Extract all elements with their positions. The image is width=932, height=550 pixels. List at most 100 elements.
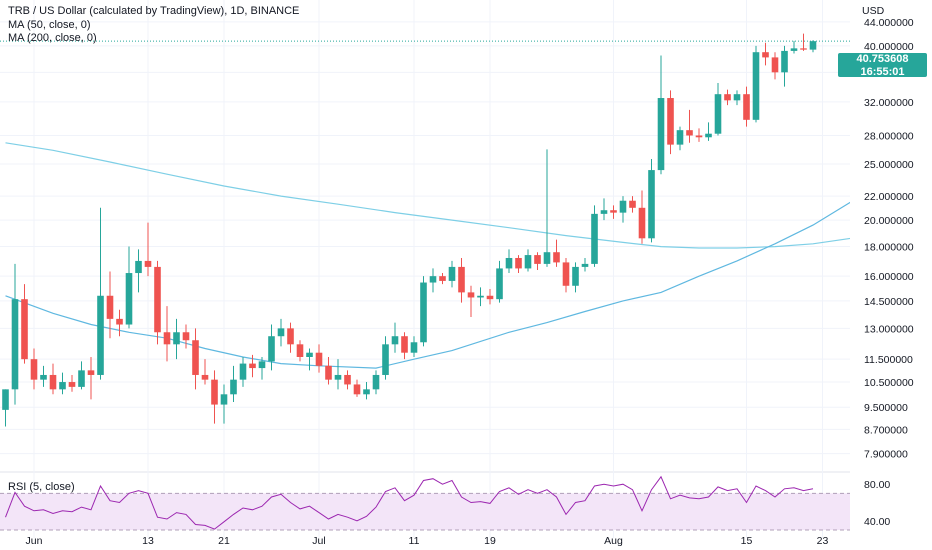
x-tick-label: 13 bbox=[142, 535, 154, 547]
candle bbox=[629, 196, 636, 213]
candle-body bbox=[287, 328, 294, 345]
candle bbox=[116, 309, 123, 337]
candle-body bbox=[363, 389, 370, 395]
candle-body bbox=[154, 266, 161, 333]
grid-lines bbox=[0, 0, 850, 538]
candle bbox=[610, 205, 617, 219]
candle bbox=[496, 260, 503, 303]
ma50-legend[interactable]: MA (50, close, 0) bbox=[8, 18, 91, 31]
candle-body bbox=[315, 352, 323, 366]
candle bbox=[192, 328, 199, 390]
candle bbox=[201, 359, 209, 385]
candle bbox=[572, 262, 579, 293]
chart-legend: TRB / US Dollar (calculated by TradingVi… bbox=[8, 5, 299, 46]
candle-body bbox=[477, 295, 484, 298]
candle-body bbox=[135, 260, 142, 274]
y-tick-label: 25.000000 bbox=[864, 159, 914, 171]
candle-body bbox=[125, 273, 133, 325]
candle-body bbox=[667, 98, 674, 145]
x-tick-label: 19 bbox=[484, 535, 496, 547]
candle bbox=[353, 379, 361, 397]
candle bbox=[106, 271, 114, 339]
candle-body bbox=[705, 133, 712, 138]
y-tick-label: 22.000000 bbox=[864, 191, 914, 203]
candle-body bbox=[638, 207, 646, 239]
candle-body bbox=[591, 213, 598, 264]
candle bbox=[790, 40, 798, 54]
currency-label: USD bbox=[862, 5, 885, 17]
candle-body bbox=[600, 210, 608, 214]
candle bbox=[676, 126, 684, 151]
candle-body bbox=[695, 135, 703, 138]
price-axis[interactable]: USD44.00000040.00000036.00000032.0000002… bbox=[850, 0, 932, 550]
candle bbox=[809, 40, 817, 53]
candle-body bbox=[353, 384, 361, 395]
ma200-legend[interactable]: MA (200, close, 0) bbox=[8, 32, 97, 44]
rsi-band bbox=[0, 493, 850, 530]
candle-body bbox=[515, 257, 522, 269]
candle bbox=[78, 361, 85, 390]
y-tick-label: 28.000000 bbox=[864, 130, 914, 142]
x-tick-label: Jun bbox=[26, 535, 43, 547]
candle-body bbox=[581, 263, 589, 267]
candle bbox=[638, 190, 646, 244]
candle bbox=[657, 55, 665, 175]
candle bbox=[125, 246, 133, 329]
candle-body bbox=[420, 282, 427, 343]
candle bbox=[382, 336, 389, 380]
candle-body bbox=[382, 344, 389, 375]
rsi-legend[interactable]: RSI (5, close) bbox=[8, 481, 75, 493]
candle bbox=[21, 284, 28, 364]
candle-body bbox=[249, 363, 256, 369]
candle-body bbox=[106, 295, 114, 319]
candle-body bbox=[505, 257, 513, 269]
candle-body bbox=[762, 52, 769, 58]
candle-body bbox=[220, 394, 228, 405]
time-axis[interactable]: Jun 13 21 Jul 11 19 Aug 15 23 bbox=[26, 535, 829, 547]
x-tick-label: 11 bbox=[409, 535, 420, 547]
candle bbox=[401, 332, 408, 360]
candle-body bbox=[410, 342, 418, 353]
candle-body bbox=[144, 260, 152, 267]
symbol-title[interactable]: TRB / US Dollar (calculated by TradingVi… bbox=[8, 5, 300, 17]
candle-body bbox=[372, 374, 380, 390]
candle-body bbox=[610, 210, 617, 213]
x-tick-label: 21 bbox=[218, 535, 230, 547]
candle bbox=[287, 322, 294, 353]
candle-body bbox=[173, 332, 180, 345]
y-tick-label: 16.000000 bbox=[864, 271, 914, 283]
ma200-path bbox=[5, 142, 852, 249]
candle bbox=[762, 42, 769, 66]
candle-body bbox=[11, 299, 19, 390]
candle-body bbox=[258, 361, 266, 369]
candle bbox=[619, 196, 627, 223]
candle-body bbox=[59, 382, 66, 390]
candle bbox=[458, 257, 465, 303]
candle-body bbox=[78, 370, 85, 387]
candle bbox=[515, 255, 522, 274]
candles bbox=[2, 33, 817, 427]
candle bbox=[68, 374, 76, 392]
candle-body bbox=[752, 52, 760, 120]
candle bbox=[277, 318, 285, 347]
candle-body bbox=[771, 57, 779, 73]
candle-body bbox=[116, 318, 123, 325]
candle-body bbox=[277, 328, 285, 337]
candle-body bbox=[401, 336, 408, 353]
candle-body bbox=[344, 374, 351, 385]
x-tick-label: Jul bbox=[312, 535, 325, 547]
candle bbox=[154, 260, 161, 345]
candle bbox=[505, 249, 513, 274]
candle-body bbox=[182, 332, 190, 341]
candle bbox=[581, 257, 589, 272]
y-tick-label: 20.000000 bbox=[864, 215, 914, 227]
candle-body bbox=[40, 374, 47, 380]
bar-countdown: 16:55:01 bbox=[860, 65, 905, 78]
candle bbox=[2, 389, 9, 427]
last-price-badge: 40.753608 16:55:01 bbox=[838, 53, 927, 77]
ma200-line bbox=[5, 142, 852, 249]
candle-body bbox=[543, 252, 551, 264]
candle bbox=[230, 365, 237, 402]
candle-body bbox=[2, 389, 9, 410]
